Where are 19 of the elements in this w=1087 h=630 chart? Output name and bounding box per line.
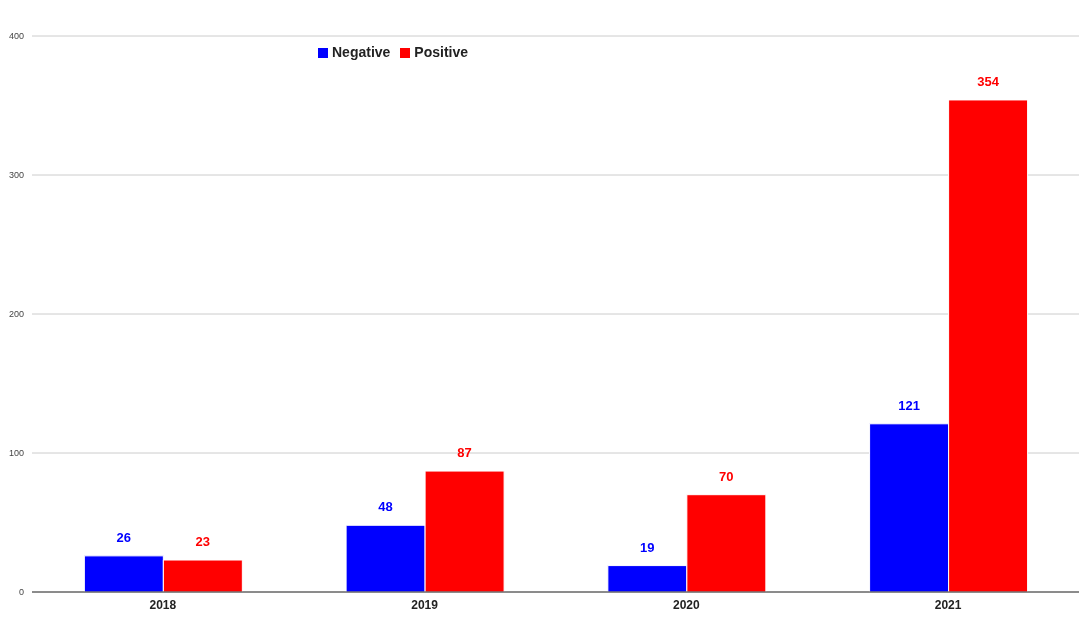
- data-label: 26: [116, 529, 132, 545]
- data-label: 23: [195, 534, 211, 550]
- data-label: 48: [378, 499, 393, 515]
- legend-label: Negative: [332, 44, 391, 60]
- data-label: 19: [640, 539, 655, 555]
- x-tick-label: 2020: [673, 597, 701, 612]
- legend-label: Positive: [414, 44, 469, 60]
- y-tick-label: 200: [8, 309, 24, 320]
- y-tick-label: 100: [8, 448, 24, 459]
- x-tick-label: 2021: [934, 597, 962, 612]
- y-tick-label: 300: [8, 170, 24, 181]
- data-label: 70: [719, 468, 734, 484]
- data-label: 121: [898, 397, 920, 413]
- x-tick-label: 2019: [411, 597, 439, 612]
- x-tick-label: 2018: [149, 597, 177, 612]
- y-tick-label: 0: [18, 587, 24, 598]
- y-tick-label: 400: [8, 31, 24, 42]
- data-label: 354: [977, 73, 1000, 89]
- data-label: 87: [457, 445, 472, 461]
